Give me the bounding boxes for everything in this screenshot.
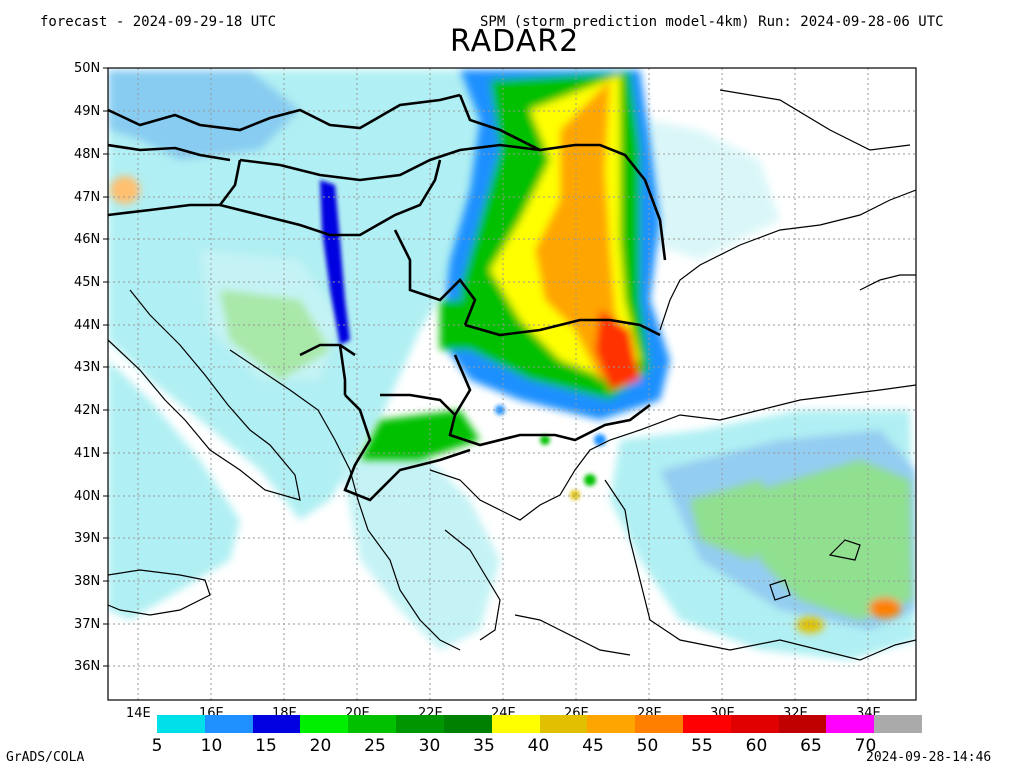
colorbar-swatch	[682, 715, 731, 733]
lat-label: 36N	[74, 659, 101, 674]
colorbar-label: 60	[745, 736, 768, 756]
product-title: RADAR2	[450, 24, 580, 59]
colorbar-swatch	[635, 715, 683, 733]
colorbar-swatch	[204, 715, 253, 733]
colorbar-swatch	[539, 715, 588, 733]
colorbar-swatch	[826, 715, 875, 733]
model-run-info: SPM (storm prediction model-4km) Run: 20…	[480, 14, 944, 30]
lat-label: 46N	[74, 232, 101, 247]
coastlines	[108, 89, 916, 661]
forecast-time: forecast - 2024-09-29-18 UTC	[40, 14, 277, 30]
colorbar-label: 5	[151, 736, 163, 756]
lat-label: 43N	[74, 360, 101, 375]
colorbar-label: 65	[800, 736, 822, 756]
timestamp-label: 2024-09-28-14:46	[866, 750, 992, 765]
colorbar-swatch	[443, 715, 492, 733]
colorbar-label: 35	[473, 736, 495, 756]
lat-lon-grid	[108, 68, 916, 700]
colorbar-label: 30	[418, 736, 441, 756]
colorbar-swatch	[778, 715, 827, 733]
colorbar-label: 25	[364, 736, 386, 756]
colorbar-label: 50	[636, 736, 659, 756]
colorbar-label: 10	[200, 736, 223, 756]
colorbar-label: 40	[527, 736, 550, 756]
colorbar	[157, 715, 922, 733]
lat-label: 38N	[74, 574, 101, 589]
lon-label: 14E	[126, 706, 151, 721]
lat-label: 49N	[74, 104, 101, 119]
colorbar-swatch	[491, 715, 540, 733]
colorbar-label: 20	[309, 736, 332, 756]
colorbar-label: 15	[255, 736, 277, 756]
lat-label: 42N	[74, 403, 101, 418]
colorbar-swatch	[396, 715, 444, 733]
lat-label: 37N	[74, 617, 101, 632]
colorbar-swatch	[252, 715, 301, 733]
colorbar-swatch	[587, 715, 636, 733]
colorbar-label: 70	[854, 736, 877, 756]
lat-label: 41N	[74, 446, 101, 461]
colorbar-swatch	[874, 715, 922, 733]
lat-label: 45N	[74, 275, 101, 290]
colorbar-swatch	[157, 715, 205, 733]
country-borders	[108, 93, 667, 502]
colorbar-label: 55	[691, 736, 713, 756]
lat-label: 50N	[74, 61, 101, 76]
lat-label: 40N	[74, 489, 101, 504]
credit-label: GrADS/COLA	[6, 750, 85, 765]
lat-label: 48N	[74, 147, 101, 162]
lat-label: 47N	[74, 190, 101, 205]
lat-label: 39N	[74, 531, 101, 546]
colorbar-swatch	[730, 715, 779, 733]
map-frame	[107, 67, 917, 701]
colorbar-swatch	[348, 715, 397, 733]
colorbar-swatch	[300, 715, 349, 733]
lat-label: 44N	[74, 318, 101, 333]
colorbar-label: 45	[582, 736, 604, 756]
